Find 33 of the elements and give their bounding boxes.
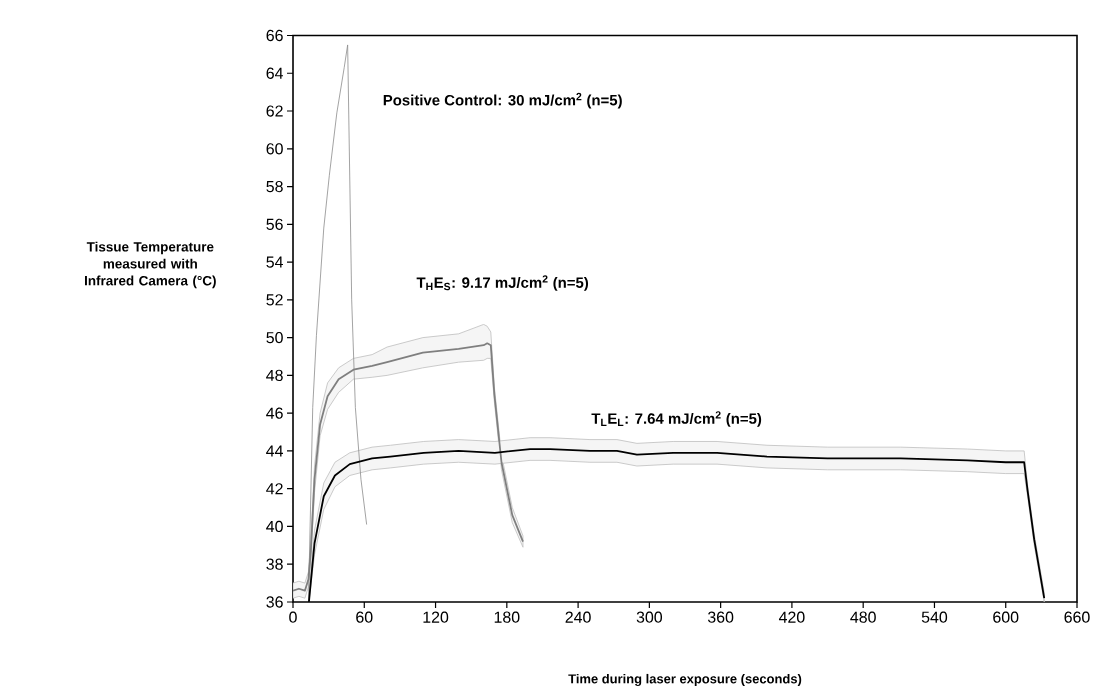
y-tick-label: 42 <box>266 483 283 495</box>
x-tick-label: 180 <box>494 611 520 623</box>
y-tick-label: 46 <box>266 407 283 419</box>
y-tick-label: 44 <box>266 445 284 457</box>
y-axis-title: Tissue Temperature measured with Infrared Camera (°C) <box>85 241 216 289</box>
x-tick-label: 360 <box>707 611 734 623</box>
y-tick-label: 58 <box>266 180 283 193</box>
x-tick-label: 60 <box>356 611 373 623</box>
x-tick-label: 300 <box>636 611 663 623</box>
x-tick-label: 120 <box>423 611 449 623</box>
y-tick-label: 36 <box>266 596 283 608</box>
annotation: T$_{H}$E$_{S}$: 9.17 mJ/cm$^{2}$ (n=5) <box>416 275 589 291</box>
x-axis-title: Time during laser exposure (seconds) <box>568 673 802 687</box>
y-tick-label: 50 <box>266 331 283 344</box>
x-tick-label: 600 <box>993 611 1019 623</box>
annotation: T$_{L}$E$_{L}$: 7.64 mJ/cm$^{2}$ (n=5) <box>591 411 762 427</box>
x-tick-label: 660 <box>1064 611 1090 623</box>
y-tick-label: 62 <box>266 105 283 117</box>
x-tick-label: 540 <box>921 611 948 623</box>
x-tick-label: 0 <box>289 611 297 623</box>
x-tick-label: 240 <box>565 611 591 623</box>
y-tick-label: 64 <box>266 67 284 79</box>
y-tick-label: 66 <box>266 29 283 42</box>
y-tick-label: 60 <box>266 143 283 155</box>
x-tick-label: 480 <box>850 611 876 623</box>
y-tick-label: 54 <box>266 256 284 268</box>
y-tick-label: 40 <box>266 520 283 533</box>
y-tick-label: 52 <box>266 294 283 306</box>
y-tick-label: 38 <box>266 558 283 570</box>
annotation: Positive Control: 30 mJ/cm$^{2}$ (n=5) <box>383 92 622 109</box>
y-tick-label: 48 <box>266 369 283 382</box>
y-tick-label: 56 <box>266 218 283 230</box>
x-tick-label: 420 <box>778 611 805 623</box>
